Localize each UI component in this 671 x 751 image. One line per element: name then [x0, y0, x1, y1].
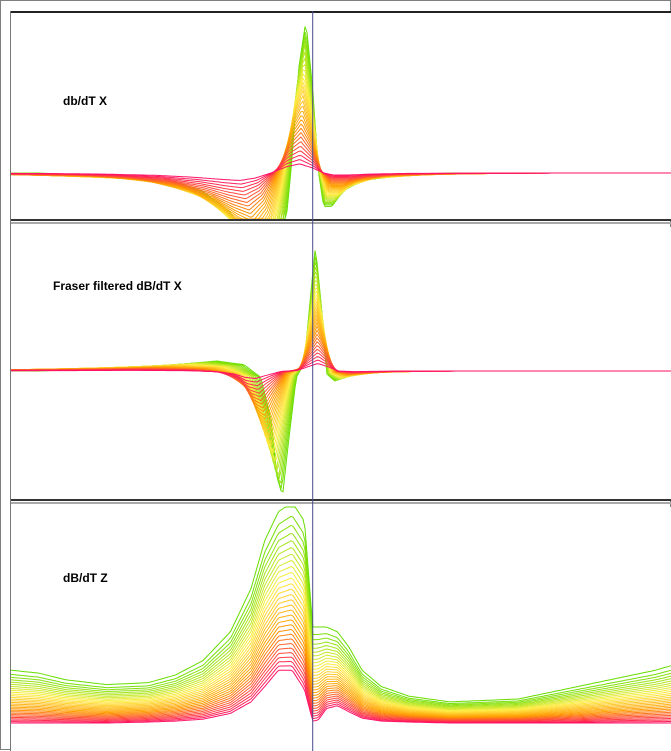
- series-line: [10, 540, 671, 708]
- series-line: [10, 633, 671, 719]
- series-line: [10, 661, 671, 723]
- series-line: [10, 571, 671, 712]
- series-line: [11, 614, 671, 717]
- series-line: [11, 642, 671, 721]
- series-line: [10, 588, 671, 714]
- series-line: [10, 638, 671, 720]
- left-edge: [10, 11, 11, 751]
- curve-group: [10, 506, 671, 724]
- series-line: [10, 506, 671, 703]
- series-line: [11, 363, 671, 380]
- series-line: [10, 604, 671, 716]
- top-border: [11, 11, 671, 13]
- series-line: [10, 594, 671, 714]
- panel-dbdt-z: dB/dT Z: [10, 506, 671, 751]
- panel-divider-2: [11, 499, 671, 501]
- panel-dbdt-x: db/dT X: [10, 11, 671, 220]
- series-line: [10, 553, 671, 709]
- series-line: [10, 566, 671, 711]
- curve-group: [10, 26, 671, 220]
- series-line: [11, 163, 671, 181]
- panel-divider-2b: [11, 502, 671, 504]
- series-line: [10, 619, 671, 718]
- panel-title: db/dT X: [63, 94, 107, 108]
- panel-title: Fraser filtered dB/dT X: [53, 279, 182, 293]
- series-line: [10, 652, 671, 722]
- panel-divider-1: [11, 219, 671, 221]
- panel-fraser-filtered: Fraser filtered dB/dT X: [10, 227, 671, 499]
- series-line: [10, 656, 671, 722]
- series-line: [10, 547, 671, 709]
- series-line: [10, 560, 671, 710]
- series-line: [11, 647, 671, 721]
- panel-background: [11, 227, 671, 499]
- panel-title: dB/dT Z: [63, 571, 108, 585]
- series-line: [11, 665, 671, 724]
- curve-group: [10, 250, 671, 493]
- series-line: [11, 624, 671, 718]
- series-line: [10, 599, 671, 715]
- series-line: [11, 628, 671, 719]
- series-line: [10, 515, 671, 704]
- series-line: [10, 577, 671, 712]
- series-line: [11, 669, 671, 724]
- series-line: [10, 609, 671, 716]
- series-line: [10, 524, 671, 706]
- panel-divider-1b: [11, 222, 671, 224]
- series-line: [10, 532, 671, 707]
- series-line: [10, 583, 671, 713]
